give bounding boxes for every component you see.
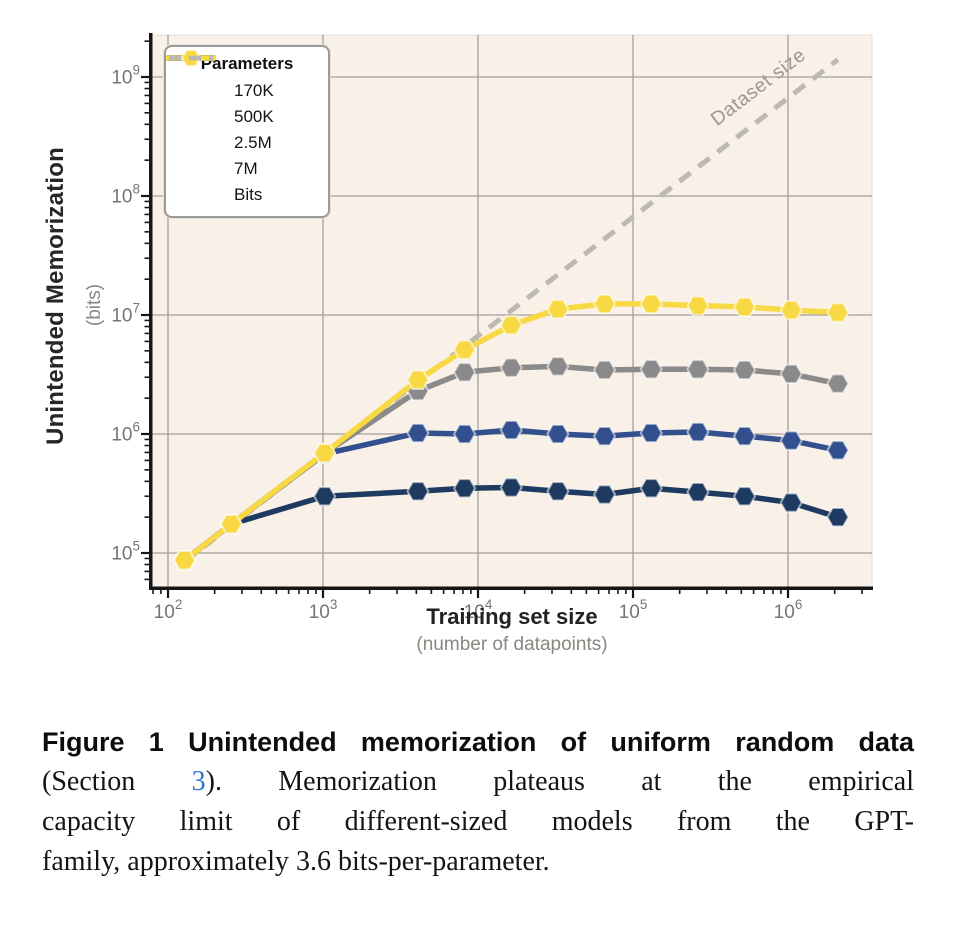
series-marker-500K bbox=[452, 423, 477, 445]
series-marker-7M bbox=[826, 302, 850, 323]
x-axis-title: Training set size bbox=[426, 604, 598, 629]
series-marker-7M bbox=[452, 339, 477, 360]
series-marker-2.5M bbox=[732, 359, 757, 381]
figure-title: Unintended memorization of uniform rando… bbox=[188, 727, 914, 757]
series-marker-2.5M bbox=[592, 359, 617, 381]
legend-item-170K: 170K bbox=[166, 49, 318, 104]
series-marker-500K bbox=[546, 423, 570, 445]
legend-item-7M: 7M bbox=[166, 49, 318, 182]
series-marker-500K bbox=[639, 422, 663, 444]
x-axis-spine bbox=[149, 586, 873, 590]
caption-headline: Figure 1 Unintended memorization of unif… bbox=[42, 722, 914, 762]
legend-item-Bits: Bits bbox=[169, 55, 318, 208]
y-tick-label: 105 bbox=[111, 539, 140, 565]
series-marker-500K bbox=[732, 425, 757, 447]
section-3-link[interactable]: 3 bbox=[191, 766, 206, 797]
series-marker-2.5M bbox=[826, 373, 850, 394]
caption-text: ). Memorization plateaus at the empirica… bbox=[205, 766, 914, 797]
series-marker-7M bbox=[546, 299, 570, 320]
series-marker-2.5M bbox=[686, 359, 710, 380]
legend-label: 500K bbox=[234, 107, 274, 126]
caption-line-3: capacity limit of different-sized models… bbox=[42, 806, 914, 837]
series-marker-500K bbox=[686, 421, 710, 443]
series-marker-7M bbox=[172, 550, 197, 571]
x-axis-subtitle: (number of datapoints) bbox=[416, 634, 608, 655]
series-marker-170K bbox=[312, 486, 337, 507]
series-marker-170K bbox=[499, 477, 523, 498]
series-marker-2.5M bbox=[546, 356, 570, 377]
legend-label: Bits bbox=[234, 185, 263, 204]
series-marker-500K bbox=[406, 422, 430, 444]
caption-line-4: family, approximately 3.6 bits-per-param… bbox=[42, 846, 550, 877]
y-tick-label: 108 bbox=[111, 182, 140, 208]
series-marker-170K bbox=[779, 492, 803, 513]
series-marker-7M bbox=[686, 295, 710, 316]
figure-caption: Figure 1 Unintended memorization of unif… bbox=[42, 722, 914, 882]
caption-line-2: (Section 3). Memorization plateaus at th… bbox=[42, 762, 914, 802]
series-marker-2.5M bbox=[639, 359, 663, 380]
series-marker-2.5M bbox=[779, 363, 803, 385]
legend-label: 2.5M bbox=[234, 133, 272, 152]
series-marker-7M bbox=[732, 296, 757, 318]
y-tick-label: 106 bbox=[111, 420, 140, 446]
series-marker-7M bbox=[312, 443, 337, 464]
series-marker-170K bbox=[406, 481, 430, 502]
legend-label: 170K bbox=[234, 81, 274, 100]
series-marker-170K bbox=[592, 484, 617, 505]
series-marker-7M bbox=[639, 293, 663, 315]
y-axis-title: Unintended Memorization bbox=[42, 147, 69, 445]
y-tick-label: 109 bbox=[111, 63, 140, 89]
legend: Parameters 170K 500K 2.5M 7M Bits bbox=[164, 45, 330, 218]
legend-items: 170K 500K 2.5M 7M Bits bbox=[166, 49, 318, 208]
series-marker-170K bbox=[826, 507, 850, 528]
series-marker-500K bbox=[499, 419, 523, 441]
series-marker-500K bbox=[779, 430, 803, 451]
series-marker-7M bbox=[779, 299, 803, 321]
series-marker-2.5M bbox=[499, 357, 523, 378]
series-marker-170K bbox=[639, 478, 663, 499]
figure-label: Figure 1 bbox=[42, 727, 164, 757]
series-marker-500K bbox=[826, 440, 850, 461]
series-marker-2.5M bbox=[452, 362, 477, 383]
legend-label: 7M bbox=[234, 159, 258, 178]
x-tick-label: 103 bbox=[309, 597, 338, 623]
chart-area: Dataset size 102 103 104 105 106 105 106 107 108 1… bbox=[42, 33, 873, 655]
series-marker-7M bbox=[219, 513, 243, 535]
series-marker-500K bbox=[592, 425, 617, 447]
legend-item-2.5M: 2.5M bbox=[166, 49, 318, 156]
series-marker-170K bbox=[546, 481, 570, 502]
y-tick-label: 107 bbox=[111, 301, 140, 327]
series-marker-7M bbox=[592, 293, 617, 315]
legend-item-500K: 500K bbox=[166, 49, 318, 130]
series-marker-170K bbox=[686, 481, 710, 503]
series-marker-7M bbox=[406, 369, 430, 391]
legend-title: Parameters bbox=[200, 54, 294, 73]
y-axis-spine bbox=[149, 33, 153, 590]
series-marker-7M bbox=[499, 315, 523, 336]
y-axis-unit: (bits) bbox=[84, 283, 105, 327]
series-marker-170K bbox=[452, 478, 477, 499]
caption-text: (Section bbox=[42, 766, 192, 797]
series-marker-170K bbox=[732, 486, 757, 507]
